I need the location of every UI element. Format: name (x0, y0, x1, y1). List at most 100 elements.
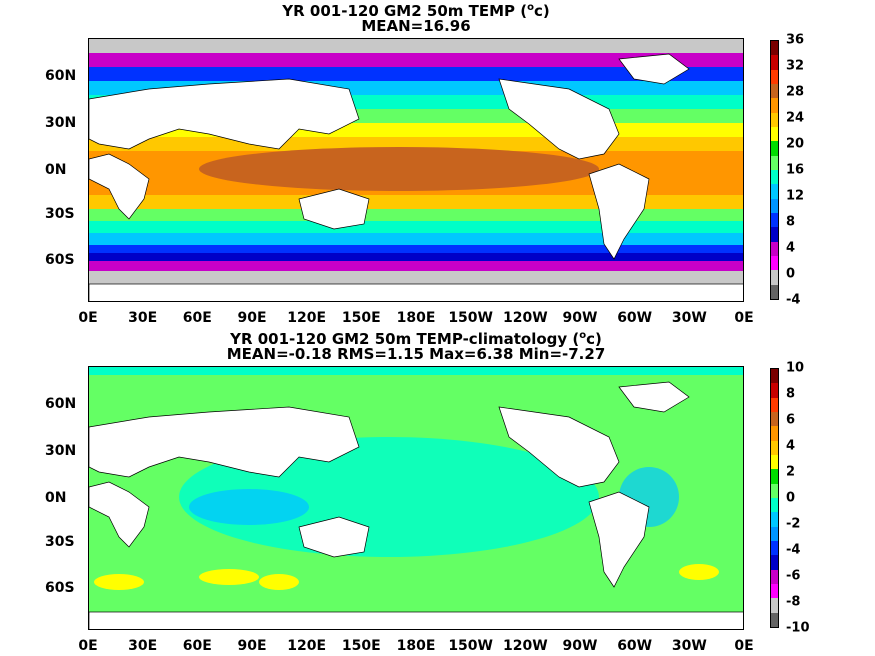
bottom-xlabel: 180E (396, 638, 436, 654)
bottom-xlabel: 30E (128, 638, 158, 654)
bottom-ylabel-30n: 30N (45, 443, 77, 459)
top-colorbar-label: -4 (786, 292, 801, 308)
bottom-xlabel: 60W (617, 638, 653, 654)
top-ylabel-60n: 60N (45, 68, 77, 84)
top-xlabel: 30E (128, 310, 158, 326)
top-colorbar-label: 0 (786, 266, 796, 282)
top-ylabel-30s: 30S (45, 206, 75, 222)
bottom-colorbar-swatch (771, 526, 778, 541)
bottom-colorbar-swatch (771, 583, 778, 599)
bottom-xlabel: 150W (448, 638, 493, 654)
top-colorbar-swatch (771, 83, 778, 99)
bottom-colorbar-swatch (771, 512, 778, 527)
top-xlabel: 150E (341, 310, 381, 326)
top-colorbar-label: 12 (786, 188, 805, 204)
bottom-colorbar-label: -6 (786, 568, 801, 584)
bottom-xlabel: 0E (734, 638, 754, 654)
bottom-colorbar-label: 6 (786, 412, 796, 428)
top-ylabel-0n: 0N (45, 162, 67, 178)
top-subtitle: MEAN=16.96 (361, 17, 471, 35)
top-colorbar-label: 8 (786, 214, 796, 230)
top-ylabel-60s: 60S (45, 252, 75, 268)
top-xlabel: 180E (396, 310, 436, 326)
bottom-colorbar-swatch (771, 540, 778, 556)
bottom-title: YR 001-120 GM2 50m TEMP-climatology (oc) (230, 330, 602, 348)
top-xlabel: 90E (237, 310, 267, 326)
top-xlabel: 60W (617, 310, 653, 326)
bottom-ylabel-0n: 0N (45, 490, 67, 506)
top-temperature-map (88, 38, 744, 302)
bottom-colorbar-swatch (771, 612, 778, 627)
bottom-colorbar-label: -8 (786, 594, 801, 610)
bottom-xlabel: 90W (562, 638, 598, 654)
bottom-xlabel: 30W (671, 638, 707, 654)
top-colorbar-label: 24 (786, 110, 805, 126)
bottom-colorbar-swatch (771, 454, 778, 470)
top-xlabel: 120E (287, 310, 327, 326)
bottom-colorbar-label: 4 (786, 438, 796, 454)
top-xlabel: 90W (562, 310, 598, 326)
top-ylabel-30n: 30N (45, 115, 77, 131)
bottom-colorbar-swatch (771, 411, 778, 427)
top-colorbar-swatch (771, 141, 778, 156)
bottom-colorbar-swatch (771, 440, 778, 455)
bottom-ylabel-30s: 30S (45, 534, 75, 550)
top-colorbar-swatch (771, 241, 778, 256)
top-colorbar-swatch (771, 184, 778, 199)
top-colorbar-swatch (771, 212, 778, 228)
bottom-colorbar-label: 8 (786, 386, 796, 402)
bottom-colorbar (770, 368, 779, 628)
top-colorbar-label: 16 (786, 162, 805, 178)
top-colorbar-swatch (771, 55, 778, 70)
bottom-colorbar-swatch (771, 383, 778, 398)
bottom-colorbar-label: -4 (786, 542, 801, 558)
bottom-xlabel: 120W (502, 638, 548, 654)
bottom-colorbar-swatch (771, 426, 778, 441)
top-xlabel: 150W (448, 310, 493, 326)
bottom-colorbar-label: 2 (786, 464, 796, 480)
top-colorbar-swatch (771, 169, 778, 185)
bottom-colorbar-swatch (771, 497, 778, 513)
top-xlabel: 60E (182, 310, 212, 326)
bottom-colorbar-swatch (771, 483, 778, 498)
bottom-map-panel: YR 001-120 GM2 50m TEMP-climatology (oc)… (0, 328, 875, 656)
top-colorbar-swatch (771, 69, 778, 84)
top-colorbar-swatch (771, 126, 778, 142)
bottom-colorbar-label: 10 (786, 360, 805, 376)
bottom-ylabel-60s: 60S (45, 580, 75, 596)
top-colorbar (770, 40, 779, 300)
bottom-colorbar-swatch (771, 397, 778, 412)
top-xlabel: 30W (671, 310, 707, 326)
bottom-colorbar-label: 0 (786, 490, 796, 506)
bottom-xlabel: 120E (287, 638, 327, 654)
top-xlabel: 0E (734, 310, 754, 326)
top-colorbar-swatch (771, 227, 778, 242)
top-colorbar-swatch (771, 41, 778, 56)
top-xlabel: 0E (78, 310, 98, 326)
top-colorbar-label: 32 (786, 58, 805, 74)
bottom-xlabel: 0E (78, 638, 98, 654)
top-title: YR 001-120 GM2 50m TEMP (oc) (282, 2, 550, 20)
bottom-xlabel: 60E (182, 638, 212, 654)
top-colorbar-swatch (771, 198, 778, 213)
bottom-colorbar-swatch (771, 469, 778, 484)
top-colorbar-label: 36 (786, 32, 805, 48)
top-colorbar-label: 20 (786, 136, 805, 152)
bottom-colorbar-label: -10 (786, 620, 810, 636)
top-colorbar-swatch (771, 155, 778, 170)
top-map-panel: YR 001-120 GM2 50m TEMP (oc) MEAN=16.96 (45, 2, 805, 326)
bottom-colorbar-swatch (771, 555, 778, 570)
top-colorbar-swatch (771, 255, 778, 271)
top-colorbar-label: 4 (786, 240, 796, 256)
top-colorbar-swatch (771, 270, 778, 285)
bottom-ylabel-60n: 60N (45, 396, 77, 412)
bottom-xlabel: 90E (237, 638, 267, 654)
top-colorbar-swatch (771, 284, 778, 299)
top-colorbar-swatch (771, 98, 778, 113)
bottom-colorbar-swatch (771, 369, 778, 384)
bottom-subtitle: MEAN=-0.18 RMS=1.15 Max=6.38 Min=-7.27 (226, 345, 606, 363)
bottom-anomaly-map (88, 366, 744, 630)
bottom-xlabel: 150E (341, 638, 381, 654)
top-colorbar-swatch (771, 112, 778, 127)
bottom-colorbar-swatch (771, 569, 778, 584)
